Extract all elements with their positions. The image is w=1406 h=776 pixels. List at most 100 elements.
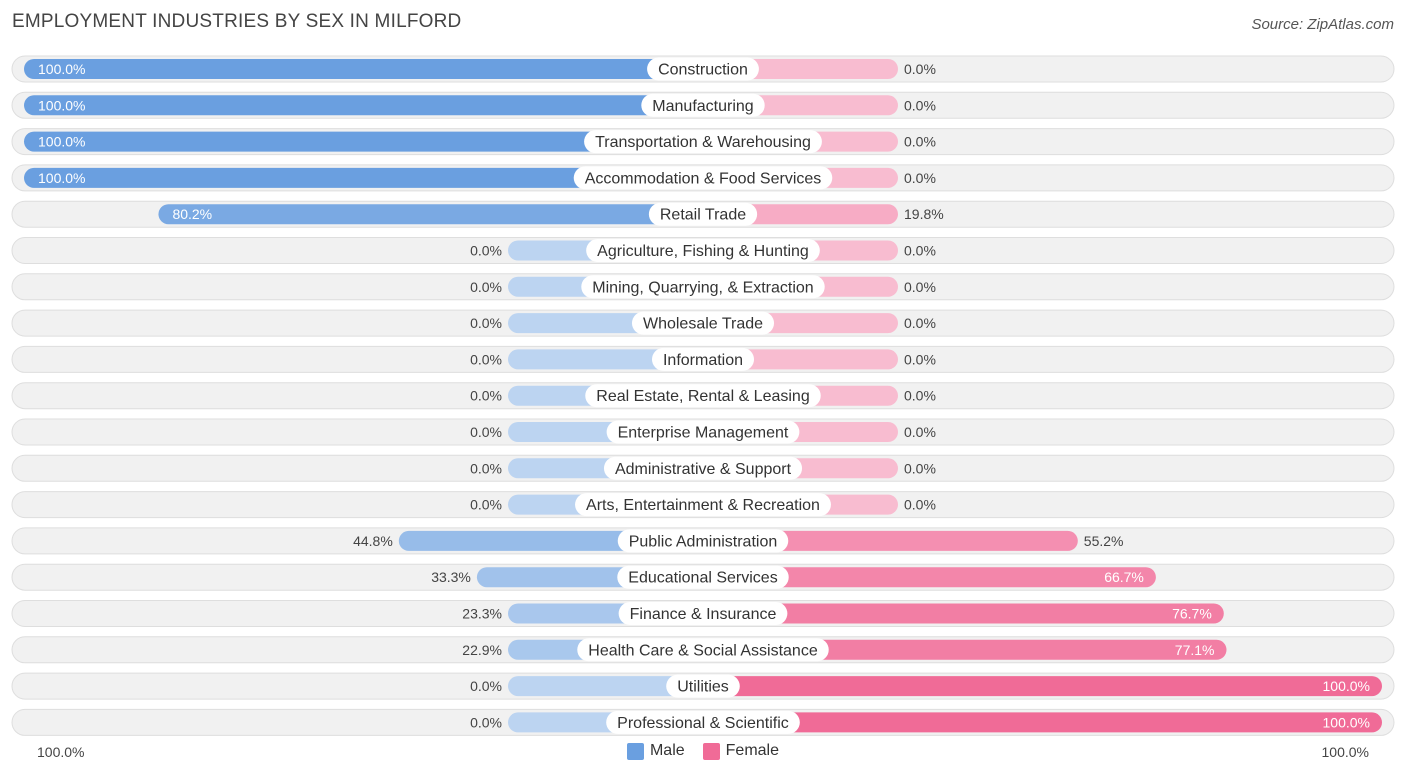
chart-row: Wholesale Trade 0.0% 0.0% (11, 309, 1395, 337)
category-label: Accommodation & Food Services (585, 170, 822, 187)
male-bar (24, 95, 703, 116)
female-value-label: 19.8% (904, 206, 944, 222)
legend-item-male: Male (626, 742, 685, 760)
female-value-label: 100.0% (1323, 678, 1370, 694)
male-value-label: 0.0% (470, 424, 502, 440)
category-pill (606, 420, 800, 444)
chart-row: Manufacturing 100.0% 0.0% (11, 91, 1395, 119)
male-value-label: 22.9% (462, 642, 502, 658)
category-label: Health Care & Social Assistance (588, 642, 818, 659)
category-pill (581, 275, 825, 299)
female-value-label: 0.0% (904, 134, 936, 150)
female-bar (703, 639, 1227, 660)
category-label: Public Administration (629, 533, 778, 550)
male-value-label: 0.0% (470, 388, 502, 404)
chart-row: Accommodation & Food Services 100.0% 0.0% (11, 164, 1395, 192)
category-pill (603, 456, 803, 480)
chart-row: Information 0.0% 0.0% (11, 345, 1395, 373)
category-label: Educational Services (628, 570, 777, 587)
female-bar (703, 712, 1382, 733)
male-value-label: 23.3% (462, 606, 502, 622)
chart-row: Transportation & Warehousing 100.0% 0.0% (11, 128, 1395, 156)
male-value-label: 0.0% (470, 243, 502, 259)
male-value-label: 100.0% (38, 61, 85, 77)
female-bar (703, 603, 1224, 624)
category-pill (584, 130, 822, 154)
axis-right-label: 100.0% (1321, 744, 1369, 760)
chart-row: Retail Trade 80.2% 19.8% (11, 200, 1395, 228)
category-pill (586, 239, 820, 262)
category-pill (617, 529, 789, 553)
male-value-label: 80.2% (172, 206, 212, 222)
male-value-label: 0.0% (470, 315, 502, 331)
female-value-label: 0.0% (904, 279, 936, 295)
female-value-label: 0.0% (904, 61, 936, 77)
male-bar (24, 167, 703, 188)
female-value-label: 100.0% (1323, 714, 1370, 730)
category-label: Enterprise Management (618, 425, 789, 442)
male-bar (24, 59, 703, 79)
female-value-label: 0.0% (904, 97, 936, 113)
male-value-label: 100.0% (38, 170, 85, 186)
female-value-label: 0.0% (904, 388, 936, 404)
category-label: Professional & Scientific (617, 715, 789, 732)
category-pill (631, 311, 775, 335)
chart-row: Utilities 0.0% 100.0% (11, 672, 1395, 700)
category-label: Transportation & Warehousing (595, 134, 811, 151)
category-label: Manufacturing (652, 98, 753, 115)
chart-row: Public Administration 44.8% 55.2% (11, 527, 1395, 555)
category-label: Wholesale Trade (643, 316, 763, 333)
female-value-label: 0.0% (904, 424, 936, 440)
chart-row: Enterprise Management 0.0% 0.0% (11, 418, 1395, 446)
chart-row: Construction 100.0% 0.0% (11, 55, 1395, 83)
male-value-label: 44.8% (353, 533, 393, 549)
category-pill (573, 166, 833, 190)
category-label: Mining, Quarrying, & Extraction (592, 279, 813, 296)
chart-row: Real Estate, Rental & Leasing 0.0% 0.0% (11, 382, 1395, 410)
category-label: Utilities (677, 679, 729, 696)
chart-row: Finance & Insurance 23.3% 76.7% (11, 600, 1395, 627)
female-value-label: 0.0% (904, 460, 936, 476)
female-value-label: 76.7% (1172, 606, 1212, 622)
source-note: Source: ZipAtlas.com (1251, 16, 1394, 33)
male-swatch (626, 742, 644, 760)
category-label: Arts, Entertainment & Recreation (586, 497, 820, 514)
category-label: Agriculture, Fishing & Hunting (597, 243, 809, 260)
female-bar (703, 676, 1382, 697)
chart-row: Mining, Quarrying, & Extraction 0.0% 0.0% (11, 273, 1395, 301)
category-pill (606, 710, 800, 734)
male-bar (24, 131, 703, 152)
male-value-label: 0.0% (470, 460, 502, 476)
axis-left-label: 100.0% (37, 744, 85, 760)
female-value-label: 0.0% (904, 315, 936, 331)
female-value-label: 77.1% (1175, 642, 1215, 658)
category-label: Construction (658, 62, 748, 79)
female-value-label: 55.2% (1084, 533, 1124, 549)
category-pill (617, 565, 789, 589)
male-bar (158, 204, 703, 225)
category-pill (648, 202, 758, 226)
male-value-label: 0.0% (470, 351, 502, 367)
female-value-label: 66.7% (1104, 569, 1144, 585)
chart-row: Professional & Scientific 0.0% 100.0% (11, 708, 1395, 736)
category-pill (647, 57, 759, 81)
chart-row: Agriculture, Fishing & Hunting 0.0% 0.0% (11, 237, 1395, 264)
legend-item-female: Female (702, 742, 780, 760)
chart-row: Health Care & Social Assistance 22.9% 77.1… (11, 636, 1395, 664)
male-bar (508, 676, 703, 697)
female-bar (703, 530, 1078, 551)
legend: Male Female (0, 742, 1406, 760)
female-bar (703, 567, 1156, 588)
chart-row: Educational Services 33.3% 66.7% (11, 563, 1395, 591)
category-pill (666, 674, 740, 698)
legend-female-label: Female (725, 742, 780, 759)
category-label: Real Estate, Rental & Leasing (596, 388, 809, 405)
chart-title: EMPLOYMENT INDUSTRIES BY SEX IN MILFORD (12, 11, 462, 32)
male-value-label: 0.0% (470, 279, 502, 295)
female-value-label: 0.0% (904, 351, 936, 367)
female-value-label: 0.0% (904, 170, 936, 186)
category-pill (618, 602, 788, 625)
category-label: Retail Trade (660, 207, 746, 224)
category-pill (577, 638, 829, 662)
